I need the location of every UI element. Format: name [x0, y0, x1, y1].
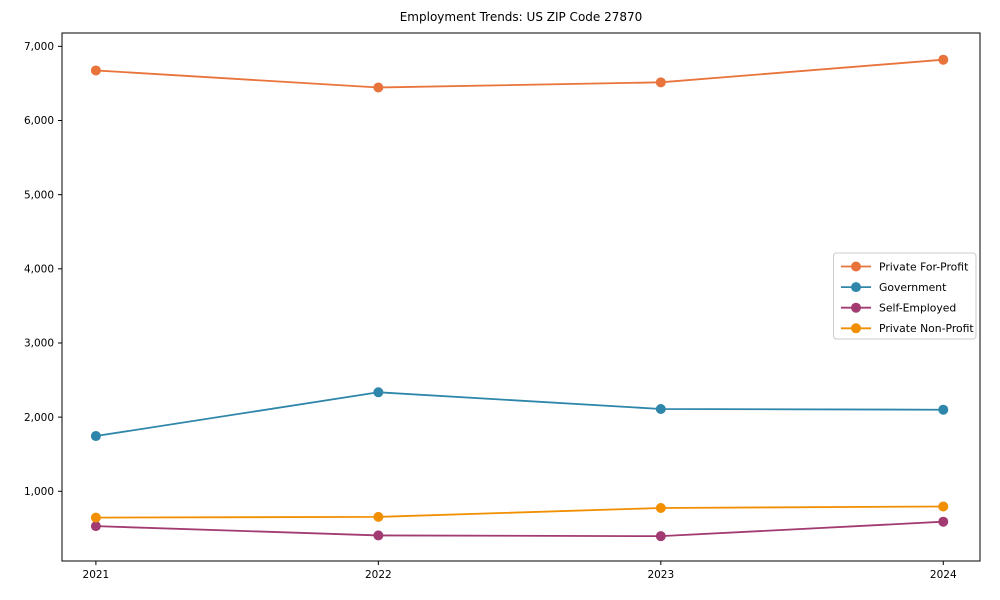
data-point-marker — [655, 403, 666, 414]
series-layer — [90, 54, 949, 542]
data-point-marker — [373, 511, 384, 522]
legend-item-label: Private Non-Profit — [879, 322, 974, 335]
series-line-private-non-profit — [95, 505, 944, 519]
data-point-marker — [938, 404, 949, 415]
series-line-self-employed — [95, 520, 944, 538]
y-axis-tick-label: 7,000 — [24, 41, 54, 53]
legend-marker-dot — [851, 282, 861, 293]
x-axis-tick-label: 2021 — [83, 569, 110, 581]
legend-item: Private Non-Profit — [841, 322, 974, 335]
legend-item-label: Private For-Profit — [879, 260, 968, 273]
data-point-marker — [655, 531, 666, 542]
data-point-marker — [938, 501, 949, 512]
y-axis-tick-label: 2,000 — [24, 412, 54, 424]
data-point-marker — [90, 431, 101, 442]
x-axis-tick-label: 2022 — [365, 569, 392, 581]
x-axis-tick-label: 2024 — [930, 569, 957, 581]
legend-item-label: Self-Employed — [879, 302, 956, 315]
series-line-government — [95, 391, 944, 437]
y-axis-tick-label: 3,000 — [24, 338, 54, 350]
legend-box — [833, 252, 977, 340]
data-point-marker — [655, 502, 666, 513]
legend-marker-dot — [851, 302, 861, 313]
data-point-marker — [373, 387, 384, 398]
chart-title: Employment Trends: US ZIP Code 27870 — [400, 10, 643, 24]
data-point-marker — [373, 82, 384, 93]
legend-item: Private For-Profit — [841, 260, 968, 273]
legend: Private For-Profit Government Self-Employe… — [833, 252, 977, 340]
plot-area — [61, 32, 981, 562]
y-axis-tick-label: 4,000 — [24, 264, 54, 276]
y-axis-tick-label: 6,000 — [24, 115, 54, 127]
legend-item: Government — [841, 281, 946, 294]
data-point-marker — [90, 512, 101, 523]
data-point-marker — [373, 530, 384, 541]
x-axis-tick-label: 2023 — [647, 569, 674, 581]
series-line-private-for-profit — [95, 58, 944, 89]
data-point-marker — [90, 65, 101, 76]
legend-item: Self-Employed — [841, 302, 956, 315]
legend-marker-dot — [851, 261, 861, 272]
legend-marker-dot — [851, 323, 861, 334]
data-point-marker — [655, 77, 666, 88]
data-point-marker — [938, 54, 949, 65]
y-axis-tick-label: 5,000 — [24, 189, 54, 201]
y-axis-tick-label: 1,000 — [24, 486, 54, 498]
data-point-marker — [90, 521, 101, 532]
legend-item-label: Government — [879, 281, 946, 294]
axes-layer: 1,000 2,000 3,000 4,000 5,000 6,000 7,000 2021 2… — [24, 41, 957, 581]
data-point-marker — [938, 516, 949, 527]
plot-frame — [61, 32, 981, 562]
